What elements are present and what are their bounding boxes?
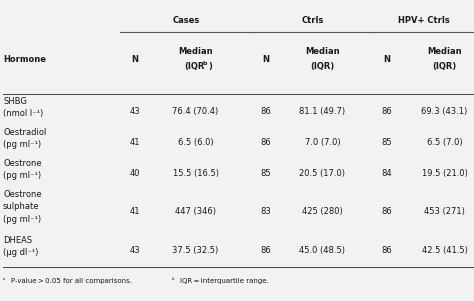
- Text: 19.5 (21.0): 19.5 (21.0): [421, 169, 467, 178]
- Text: (pg ml⁻¹): (pg ml⁻¹): [3, 215, 41, 224]
- Text: 37.5 (32.5): 37.5 (32.5): [173, 246, 219, 255]
- Text: Ctrls: Ctrls: [302, 16, 324, 25]
- Text: ᵃ: ᵃ: [3, 278, 6, 283]
- Text: 6.5 (6.0): 6.5 (6.0): [178, 138, 213, 147]
- Text: Median: Median: [427, 47, 462, 56]
- Text: 425 (280): 425 (280): [302, 207, 343, 216]
- Text: 42.5 (41.5): 42.5 (41.5): [421, 246, 467, 255]
- Text: 85: 85: [382, 138, 392, 147]
- Text: Median: Median: [178, 47, 213, 56]
- Text: 83: 83: [261, 207, 272, 216]
- Text: 40: 40: [129, 169, 140, 178]
- Text: (pg ml⁻¹): (pg ml⁻¹): [3, 140, 41, 149]
- Text: 86: 86: [382, 107, 392, 116]
- Text: Oestradiol: Oestradiol: [3, 128, 46, 137]
- Text: 447 (346): 447 (346): [175, 207, 216, 216]
- Text: (nmol l⁻¹): (nmol l⁻¹): [3, 109, 43, 118]
- Text: 76.4 (70.4): 76.4 (70.4): [173, 107, 219, 116]
- Text: 43: 43: [129, 107, 140, 116]
- Text: SHBG: SHBG: [3, 97, 27, 106]
- Text: 86: 86: [382, 207, 392, 216]
- Text: DHEAS: DHEAS: [3, 236, 32, 245]
- Text: b: b: [202, 61, 207, 66]
- Text: Oestrone: Oestrone: [3, 190, 42, 199]
- Text: IQR = interquartile range.: IQR = interquartile range.: [180, 278, 268, 284]
- Text: sulphate: sulphate: [3, 202, 39, 211]
- Text: Cases: Cases: [173, 16, 200, 25]
- Text: ᵇ: ᵇ: [171, 278, 174, 283]
- Text: 6.5 (7.0): 6.5 (7.0): [427, 138, 462, 147]
- Text: 41: 41: [129, 138, 140, 147]
- Text: 15.5 (16.5): 15.5 (16.5): [173, 169, 219, 178]
- Text: 86: 86: [382, 246, 392, 255]
- Text: 69.3 (43.1): 69.3 (43.1): [421, 107, 468, 116]
- Text: P-value > 0.05 for all comparisons.: P-value > 0.05 for all comparisons.: [11, 278, 136, 284]
- Text: (IQR): (IQR): [310, 62, 335, 71]
- Text: 86: 86: [261, 246, 272, 255]
- Text: 45.0 (48.5): 45.0 (48.5): [300, 246, 346, 255]
- Text: Median: Median: [305, 47, 340, 56]
- Text: Oestrone: Oestrone: [3, 159, 42, 168]
- Text: N: N: [383, 54, 390, 64]
- Text: ): ): [208, 62, 212, 71]
- Text: 43: 43: [129, 246, 140, 255]
- Text: 85: 85: [261, 169, 272, 178]
- Text: 86: 86: [261, 138, 272, 147]
- Text: N: N: [263, 54, 270, 64]
- Text: 86: 86: [261, 107, 272, 116]
- Text: (IQR): (IQR): [432, 62, 456, 71]
- Text: 453 (271): 453 (271): [424, 207, 465, 216]
- Text: 7.0 (7.0): 7.0 (7.0): [305, 138, 340, 147]
- Text: N: N: [131, 54, 138, 64]
- Text: HPV+ Ctrls: HPV+ Ctrls: [398, 16, 449, 25]
- Text: (IQR: (IQR: [184, 62, 204, 71]
- Text: Hormone: Hormone: [3, 54, 46, 64]
- Text: (μg dl⁻¹): (μg dl⁻¹): [3, 248, 38, 257]
- Text: 84: 84: [382, 169, 392, 178]
- Text: 81.1 (49.7): 81.1 (49.7): [300, 107, 346, 116]
- Text: 41: 41: [129, 207, 140, 216]
- Text: 20.5 (17.0): 20.5 (17.0): [300, 169, 346, 178]
- Text: (pg ml⁻¹): (pg ml⁻¹): [3, 171, 41, 180]
